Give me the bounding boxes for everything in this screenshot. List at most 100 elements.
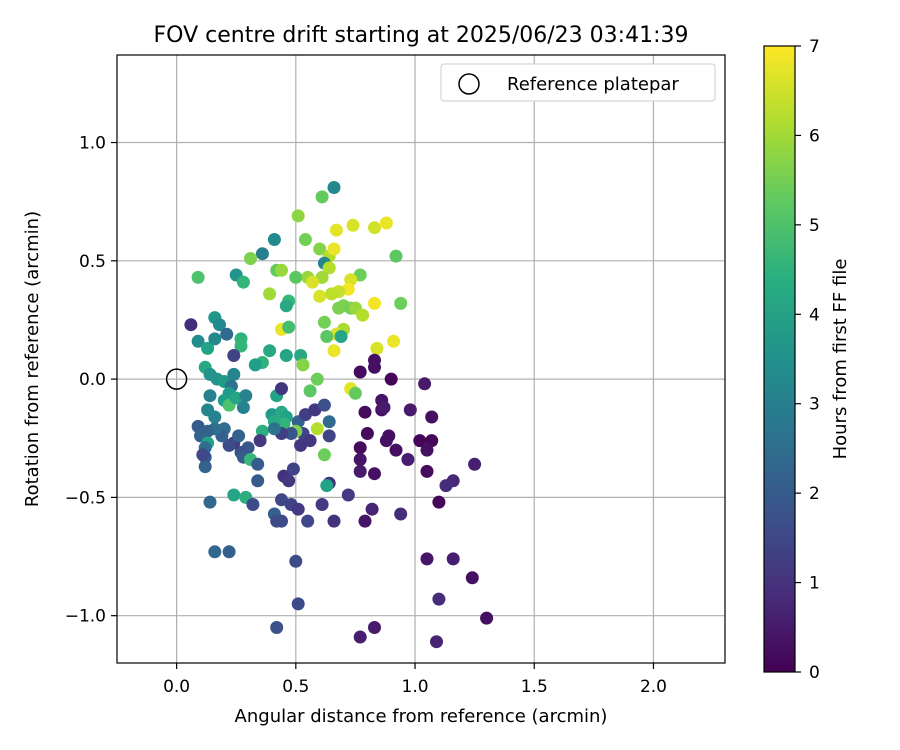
scatter-point [432, 592, 446, 606]
scatter-point [413, 434, 427, 448]
scatter-point [263, 344, 277, 358]
colorbar-tick-label: 7 [809, 37, 820, 57]
scatter-point [368, 296, 381, 310]
x-tick-label: 0.0 [163, 677, 190, 697]
scatter-point [446, 552, 460, 566]
x-tick-label: 1.5 [521, 677, 548, 697]
scatter-point [420, 552, 434, 566]
scatter-point [315, 190, 329, 204]
scatter-point [267, 422, 281, 436]
scatter-point [439, 479, 453, 493]
scatter-point [303, 434, 317, 448]
scatter-point [251, 474, 265, 488]
scatter-point [232, 429, 246, 443]
scatter-point [353, 441, 367, 455]
scatter-point [377, 401, 391, 414]
scatter-point [306, 275, 319, 289]
scatter-point [234, 339, 248, 353]
scatter-point [282, 320, 296, 334]
scatter-point [208, 410, 222, 424]
scatter-point [418, 377, 432, 391]
colorbar-tick-label: 6 [809, 126, 820, 146]
scatter-point [389, 443, 403, 457]
scatter-point [279, 299, 293, 313]
scatter-point [282, 474, 296, 488]
scatter-point [368, 467, 381, 481]
scatter-point [389, 249, 403, 263]
scatter-point [267, 233, 281, 246]
scatter-point [401, 453, 415, 466]
scatter-point [387, 334, 401, 348]
reference-platepar-marker [165, 368, 188, 390]
y-tick-label: 0.5 [79, 252, 106, 272]
scatter-point [322, 415, 336, 429]
scatter-point [368, 360, 381, 374]
scatter-point [275, 263, 288, 277]
y-axis-label: Rotation from reference (arcmin) [22, 211, 43, 507]
scatter-point [356, 308, 370, 322]
scatter-point [255, 247, 269, 261]
scatter-point [384, 372, 398, 386]
plot-frame [116, 54, 726, 664]
scatter-point [353, 630, 367, 644]
scatter-point [358, 514, 372, 528]
scatter-point [313, 242, 327, 256]
scatter-point [320, 479, 334, 493]
y-tick-label: −1.0 [65, 607, 106, 627]
scatter-point [465, 571, 479, 585]
scatter-point [360, 427, 374, 440]
scatter-point [368, 221, 381, 235]
y-axis-ticks: −1.0 −0.5 0.0 0.5 1.0 [65, 134, 117, 627]
scatter-point [303, 384, 317, 398]
scatter-point [263, 287, 277, 301]
scatter-point [291, 502, 305, 516]
scatter-point [270, 621, 284, 634]
scatter-point [310, 372, 324, 386]
scatter-point [341, 488, 355, 502]
legend-marker-icon [458, 73, 480, 95]
scatter-point [315, 498, 329, 511]
scatter-point [315, 270, 329, 284]
colorbar-ticks: 0 1 2 3 4 5 6 7 [795, 37, 820, 683]
scatter-point [203, 495, 217, 509]
scatter-point [227, 349, 241, 362]
scatter-point [222, 438, 236, 452]
scatter-point [322, 261, 336, 275]
scatter-point [191, 270, 205, 284]
colorbar-tick-label: 0 [809, 663, 820, 683]
scatter-point [275, 493, 288, 507]
scatter-point [298, 233, 312, 246]
scatter-point [480, 611, 494, 625]
legend-entry-reference-platepar: Reference platepar [507, 74, 679, 95]
scatter-point [325, 287, 339, 301]
scatter-point [317, 315, 331, 329]
grid-lines [117, 55, 725, 663]
scatter-point [203, 389, 217, 403]
scatter-point [420, 443, 434, 457]
scatter-point [370, 341, 384, 355]
x-axis-label: Angular distance from reference (arcmin) [235, 706, 608, 727]
scatter-point [425, 410, 439, 424]
scatter-point [468, 457, 482, 471]
legend-box [440, 63, 716, 102]
scatter-point [286, 462, 300, 476]
scatter-point [246, 498, 260, 511]
colorbar-tick-label: 5 [809, 216, 820, 236]
colorbar-tick-label: 4 [809, 305, 820, 325]
scatter-point [251, 457, 265, 471]
scatter-point [201, 341, 215, 355]
scatter-point [289, 554, 303, 568]
scatter-point [279, 349, 293, 362]
colorbar-tick-label: 2 [809, 484, 820, 504]
scatter-point [253, 434, 267, 448]
scatter-point [275, 382, 288, 396]
scatter-point [196, 448, 210, 462]
scatter-point [430, 635, 443, 649]
scatter-point [379, 434, 393, 448]
colorbar-gradient [763, 45, 796, 673]
scatter-point [191, 334, 205, 348]
scatter-point [394, 296, 408, 310]
scatter-point [327, 344, 341, 358]
scatter-points [184, 181, 494, 649]
scatter-point [358, 405, 372, 419]
